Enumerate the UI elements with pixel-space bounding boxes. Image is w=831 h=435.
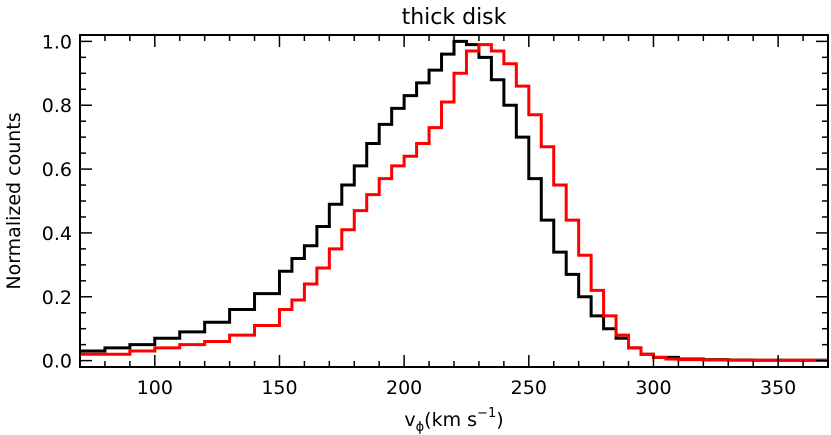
x-axis-title-units: (km s xyxy=(424,409,477,431)
x-axis-title-close: ) xyxy=(496,409,503,431)
x-axis-title-main: v xyxy=(404,409,415,431)
x-tick-label: 150 xyxy=(261,377,297,399)
y-tick-label: 0.2 xyxy=(42,287,72,309)
y-axis-title: Normalized counts xyxy=(3,112,25,289)
x-axis-title-sub: ϕ xyxy=(416,420,425,435)
chart-title: thick disk xyxy=(402,5,507,30)
x-tick-label: 300 xyxy=(635,377,671,399)
y-tick-label: 1.0 xyxy=(42,31,72,53)
y-tick-label: 0.0 xyxy=(42,351,72,373)
x-tick-label: 200 xyxy=(386,377,422,399)
plot-frame xyxy=(79,34,829,368)
x-axis-title-exp: −1 xyxy=(477,406,496,421)
x-axis-title: vϕ(km s−1) xyxy=(404,406,503,435)
x-tick-label: 250 xyxy=(511,377,547,399)
y-tick-label: 0.6 xyxy=(42,159,72,181)
series-line-1 xyxy=(80,43,828,362)
y-tick-label: 0.8 xyxy=(42,95,72,117)
x-tick-label: 350 xyxy=(760,377,796,399)
series-layer xyxy=(80,39,828,362)
x-tick-label: 100 xyxy=(137,377,173,399)
y-tick-label: 0.4 xyxy=(42,223,72,245)
tick-layer: 100 150 200 250 300 350 0.0 0.2 0.4 0.6 0.8 1.0 xyxy=(42,31,829,399)
